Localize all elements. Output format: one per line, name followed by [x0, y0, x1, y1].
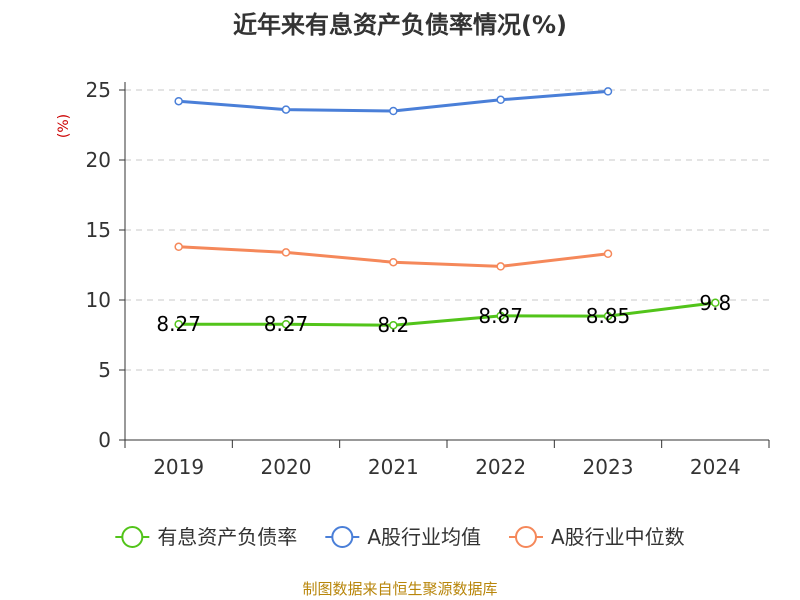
- x-tick-label: 2021: [368, 455, 419, 479]
- data-label: 8.2: [377, 313, 409, 337]
- data-point[interactable]: [603, 311, 613, 321]
- y-tick-label: 10: [86, 288, 111, 312]
- data-label: 8.27: [264, 312, 309, 336]
- data-point[interactable]: [603, 249, 613, 259]
- legend-item[interactable]: 有息资产负债率: [115, 525, 297, 549]
- data-point[interactable]: [174, 96, 183, 106]
- y-tick-label: 5: [98, 358, 111, 382]
- x-tick-label: 2019: [153, 455, 204, 479]
- data-point[interactable]: [496, 311, 505, 321]
- data-point[interactable]: [711, 298, 720, 308]
- legend-swatch-marker: [331, 526, 354, 548]
- y-tick-label: 0: [98, 428, 111, 452]
- x-tick-label: 2023: [583, 455, 634, 479]
- legend-item[interactable]: A股行业均值: [325, 525, 481, 549]
- legend-swatch-marker: [121, 526, 144, 548]
- y-axis-label: (%): [56, 114, 72, 138]
- x-tick-label: 2020: [261, 455, 312, 479]
- legend-item[interactable]: A股行业中位数: [509, 525, 685, 549]
- axes: [119, 82, 770, 448]
- data-label: 8.87: [478, 304, 523, 328]
- data-point[interactable]: [174, 242, 183, 252]
- data-label: 8.27: [156, 312, 201, 336]
- data-point[interactable]: [174, 319, 183, 329]
- data-label: 9.8: [699, 291, 731, 315]
- x-tick-label: 2022: [475, 455, 526, 479]
- grid-lines: [125, 89, 769, 371]
- legend-label: 有息资产负债率: [157, 525, 297, 549]
- data-point[interactable]: [281, 248, 291, 257]
- data-point[interactable]: [389, 320, 398, 330]
- legend[interactable]: 有息资产负债率 A股行业均值 A股行业中位数: [115, 525, 685, 549]
- series-points: [174, 87, 720, 330]
- data-point[interactable]: [281, 105, 291, 114]
- tick-labels: 0 5 10 15 20 25 2019 2020 2021 2022 2023 2024: [86, 78, 741, 479]
- data-label: 8.85: [586, 304, 631, 328]
- data-point[interactable]: [389, 106, 398, 116]
- legend-swatch-marker: [515, 526, 537, 548]
- data-labels: 8.27 8.27 8.2 8.87 8.85 9.8: [156, 291, 731, 337]
- y-tick-label: 15: [86, 218, 111, 242]
- x-tick-label: 2024: [690, 455, 741, 479]
- source-note: 制图数据来自恒生聚源数据库: [302, 580, 497, 598]
- series-line: [178, 301, 716, 327]
- y-tick-label: 20: [86, 148, 111, 172]
- chart-title: 近年来有息资产负债率情况(%): [233, 11, 567, 39]
- series-lines: [178, 89, 716, 327]
- y-tick-label: 25: [86, 78, 111, 102]
- data-point[interactable]: [281, 319, 291, 329]
- legend-label: A股行业均值: [367, 525, 481, 549]
- data-point[interactable]: [389, 257, 398, 267]
- data-point[interactable]: [603, 87, 613, 96]
- data-point[interactable]: [496, 95, 505, 105]
- data-point[interactable]: [496, 262, 505, 271]
- legend-label: A股行业中位数: [551, 525, 685, 549]
